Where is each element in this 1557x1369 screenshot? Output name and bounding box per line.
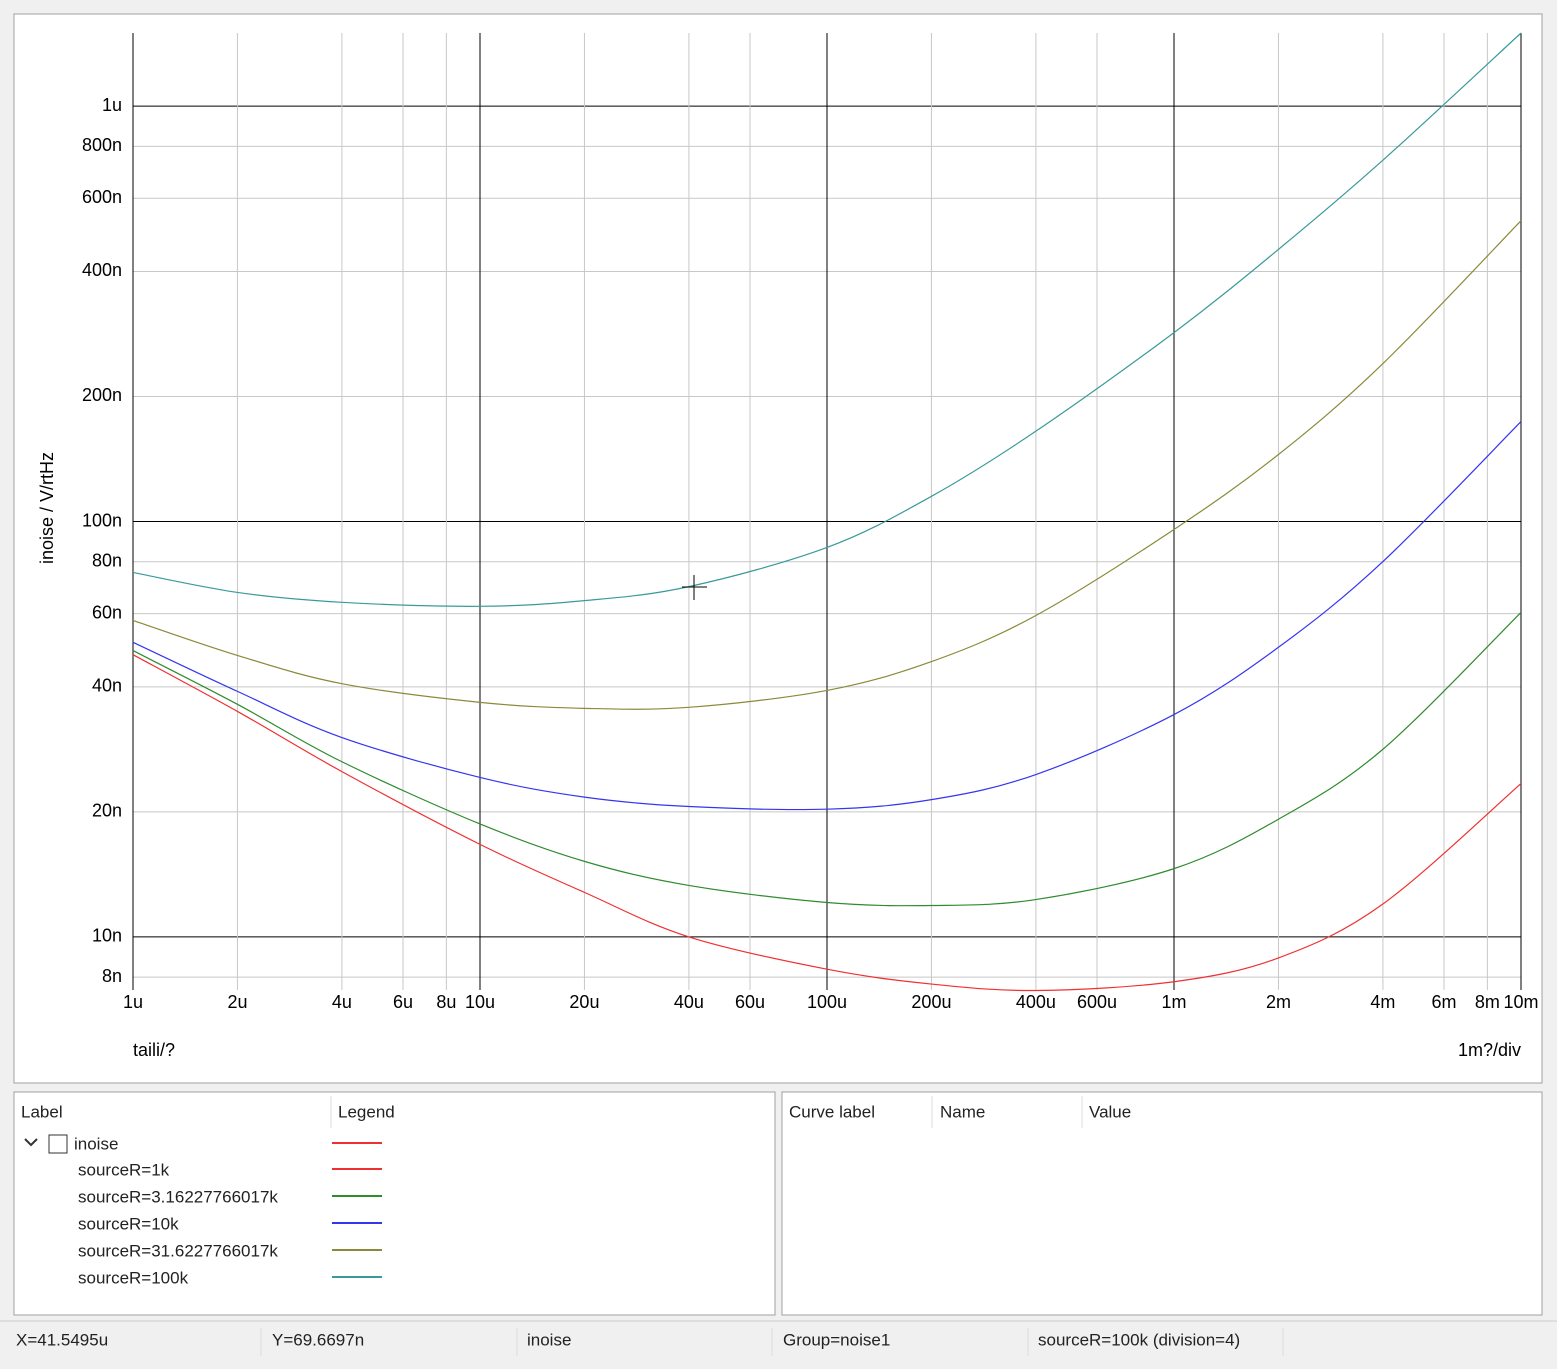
checkbox[interactable]: [48, 1134, 68, 1154]
x-axis-label: taili/?: [133, 1040, 175, 1060]
y-tick-label: 200n: [82, 385, 122, 405]
y-tick-label: 80n: [92, 551, 122, 571]
x-tick-label: 1u: [123, 992, 143, 1012]
status-field: Group=noise1: [783, 1330, 890, 1349]
y-tick-label: 1u: [102, 95, 122, 115]
status-field: Y=69.6697n: [272, 1330, 364, 1349]
y-tick-label: 400n: [82, 260, 122, 280]
status-field: inoise: [527, 1330, 571, 1349]
series-line: [132, 654, 1522, 992]
x-tick-label: 10u: [465, 992, 495, 1012]
y-tick-label: 20n: [92, 801, 122, 821]
series-line: [132, 612, 1522, 907]
status-bar: X=41.5495u Y=69.6697n inoise Group=noise1 so…: [16, 1328, 1284, 1356]
x-tick-label: 2u: [227, 992, 247, 1012]
x-tick-label: 6m: [1432, 992, 1457, 1012]
expand-chevron[interactable]: [24, 1138, 38, 1147]
y-tick-label: 600n: [82, 187, 122, 207]
panel-headers: Label Legend Curve label Name Value inoi…: [21, 1096, 1131, 1154]
legend-label[interactable]: sourceR=100k: [78, 1268, 189, 1287]
header: Legend: [338, 1102, 395, 1121]
status-field: X=41.5495u: [16, 1330, 108, 1349]
legend-label[interactable]: sourceR=1k: [78, 1160, 170, 1179]
x-tick-label: 10m: [1503, 992, 1538, 1012]
series-line: [132, 220, 1522, 710]
legend-panel: [13, 1091, 776, 1316]
x-division: 1m?/div: [1458, 1040, 1521, 1060]
x-tick-label: 4m: [1370, 992, 1395, 1012]
y-tick-label: 40n: [92, 676, 122, 696]
x-tick-label: 400u: [1016, 992, 1056, 1012]
x-tick-label: 20u: [569, 992, 599, 1012]
x-tick-label: 8m: [1475, 992, 1500, 1012]
y-tick-label: 800n: [82, 135, 122, 155]
header: Label: [21, 1102, 63, 1121]
status-field: sourceR=100k (division=4): [1038, 1330, 1240, 1349]
x-tick-label: 60u: [735, 992, 765, 1012]
x-tick-label: 6u: [393, 992, 413, 1012]
y-tick-label: 8n: [102, 966, 122, 986]
series-line: [132, 32, 1522, 607]
x-tick-label: 100u: [807, 992, 847, 1012]
x-tick-label: 1m: [1161, 992, 1186, 1012]
cursor: [682, 575, 707, 600]
y-axis-label: inoise / V/rtHz: [37, 452, 57, 564]
legend-items: sourceR=1k sourceR=3.16227766017k sourceR=…: [78, 1142, 382, 1287]
grid: [132, 33, 1522, 990]
values-panel: [781, 1091, 1543, 1316]
y-tick-label: 100n: [82, 510, 122, 530]
group-label[interactable]: inoise: [74, 1134, 118, 1153]
x-tick-label: 200u: [911, 992, 951, 1012]
plot-frame: [13, 13, 1543, 1084]
legend-label[interactable]: sourceR=31.6227766017k: [78, 1241, 278, 1260]
legend-label[interactable]: sourceR=3.16227766017k: [78, 1187, 278, 1206]
header: Curve label: [789, 1102, 875, 1121]
y-tick-label: 10n: [92, 926, 122, 946]
series-line: [132, 421, 1522, 811]
x-tick-label: 8u: [436, 992, 456, 1012]
x-tick-label: 2m: [1266, 992, 1291, 1012]
y-tick-label: 60n: [92, 602, 122, 622]
header: Value: [1089, 1102, 1131, 1121]
x-tick-label: 600u: [1077, 992, 1117, 1012]
x-tick-label: 40u: [674, 992, 704, 1012]
header: Name: [940, 1102, 985, 1121]
legend-label[interactable]: sourceR=10k: [78, 1214, 179, 1233]
x-tick-label: 4u: [332, 992, 352, 1012]
